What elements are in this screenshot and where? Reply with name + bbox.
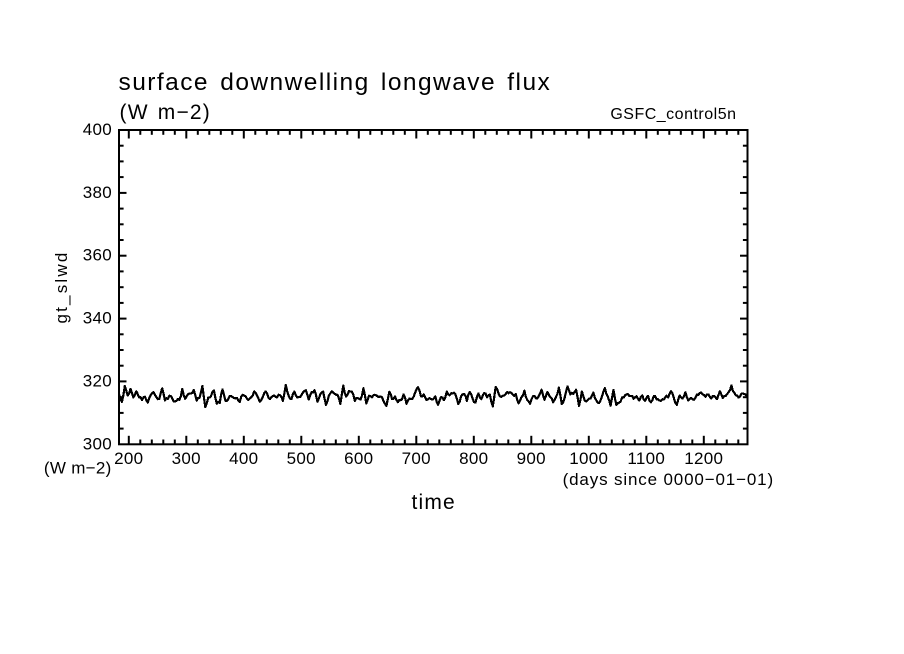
svg-text:GSFC_control5n: GSFC_control5n xyxy=(610,106,736,123)
svg-text:700: 700 xyxy=(402,449,431,468)
svg-text:300: 300 xyxy=(83,434,112,453)
svg-text:surface downwelling longwave f: surface downwelling longwave flux xyxy=(119,69,552,96)
svg-text:320: 320 xyxy=(83,371,112,390)
svg-text:200: 200 xyxy=(114,449,143,468)
svg-text:300: 300 xyxy=(172,449,201,468)
svg-text:900: 900 xyxy=(517,449,546,468)
svg-text:400: 400 xyxy=(83,120,112,139)
svg-text:800: 800 xyxy=(459,449,488,468)
svg-text:1200: 1200 xyxy=(684,449,723,468)
svg-text:(days since 0000−01−01): (days since 0000−01−01) xyxy=(563,470,774,489)
svg-text:1100: 1100 xyxy=(627,449,665,468)
svg-text:600: 600 xyxy=(344,449,373,468)
svg-text:360: 360 xyxy=(83,246,112,265)
svg-text:380: 380 xyxy=(83,183,112,202)
svg-text:gt_slwd: gt_slwd xyxy=(52,250,71,323)
svg-text:340: 340 xyxy=(83,309,112,328)
svg-text:400: 400 xyxy=(229,449,258,468)
svg-text:(W m−2): (W m−2) xyxy=(120,101,211,124)
svg-text:1000: 1000 xyxy=(569,449,608,468)
svg-text:(W m−2): (W m−2) xyxy=(44,458,112,477)
svg-text:500: 500 xyxy=(287,449,316,468)
svg-text:time: time xyxy=(411,491,455,514)
